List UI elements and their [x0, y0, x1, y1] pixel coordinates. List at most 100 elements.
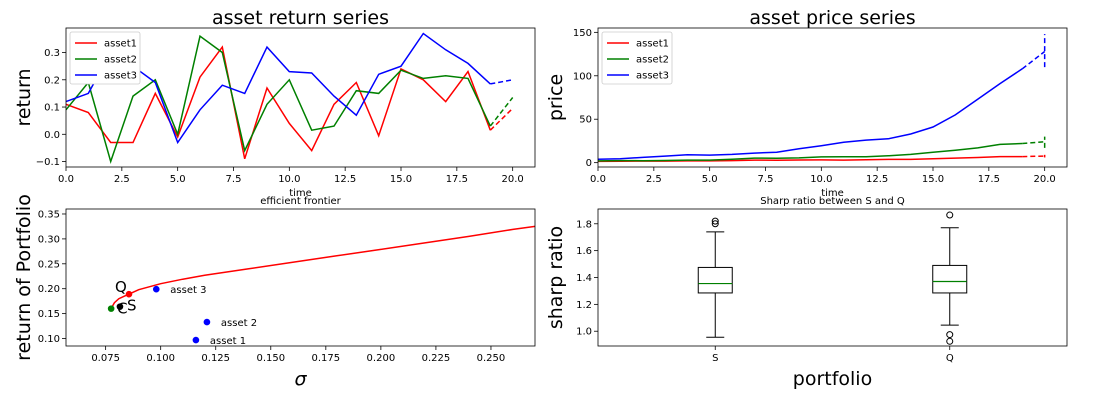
x-tick-label: 0.150 [256, 353, 285, 364]
y-tick-label: 0.20 [38, 284, 60, 295]
x-tick-label: 2.5 [114, 174, 130, 185]
x-tick-label: S [712, 353, 718, 364]
series-line-asset1 [65, 45, 492, 160]
outlier [946, 337, 954, 345]
point-label: S [127, 297, 137, 315]
point-asset-3 [152, 285, 160, 293]
plot-frame [65, 208, 536, 347]
x-tick-label: 0.100 [146, 353, 175, 364]
x-tick-label: 0.075 [91, 353, 120, 364]
x-tick-label: 0.0 [58, 174, 74, 185]
y-tick-label: −0.1 [36, 157, 60, 168]
x-axis-label: σ [294, 368, 307, 390]
legend-label: asset2 [104, 55, 137, 66]
chart-panel-1: asset return series return time −0.1 0.0 0.1 0… [13, 7, 536, 199]
legend-label: asset3 [636, 71, 669, 82]
point-S [116, 303, 124, 310]
y-tick-label: 0.25 [38, 259, 60, 270]
x-tick-label: 2.5 [646, 174, 662, 185]
box-S [697, 266, 733, 294]
x-tick-label: 15.0 [922, 174, 944, 185]
y-tick-label: 0.10 [38, 334, 60, 345]
y-tick-label: 0.0 [44, 130, 60, 141]
y-tick-label: 1.8 [576, 219, 592, 230]
x-axis-label: time [821, 188, 844, 199]
x-tick-label: 17.5 [978, 174, 1000, 185]
legend-box [69, 31, 141, 85]
legend-box [601, 31, 673, 85]
y-tick-label: 1.0 [576, 327, 592, 338]
forecast-line-asset2 [1022, 141, 1045, 145]
x-tick-label: 10.0 [810, 174, 832, 185]
x-tick-label: 12.5 [334, 174, 356, 185]
legend-label: asset3 [104, 71, 137, 82]
y-tick-label: 0.2 [44, 75, 60, 86]
point-label: asset 2 [221, 318, 257, 329]
chart-panel-3: efficient frontier return of Portfolio σ 0.… [13, 194, 536, 390]
y-tick-label: 0.35 [38, 209, 60, 220]
y-tick-label: 100 [573, 71, 592, 82]
outlier [711, 220, 719, 228]
outlier [711, 217, 719, 225]
series-line-asset2 [65, 34, 491, 165]
y-tick-label: 150 [573, 28, 592, 39]
point-label: C [117, 300, 127, 318]
x-axis-label: time [289, 188, 312, 199]
y-axis-label: price [545, 74, 567, 121]
chart-title: efficient frontier [260, 196, 341, 207]
x-tick-label: 0.200 [367, 353, 396, 364]
plot-frame [597, 27, 1068, 168]
x-tick-label: 0.175 [312, 353, 341, 364]
box-Q [932, 264, 968, 294]
x-tick-label: 5.0 [170, 174, 186, 185]
chart-title: Sharp ratio between S and Q [760, 196, 905, 207]
forecast-line-asset3 [1021, 50, 1046, 70]
x-tick-label: 7.5 [758, 174, 774, 185]
forecast-line-asset1 [489, 107, 514, 131]
point-asset-1 [192, 336, 200, 344]
y-tick-label: 0.15 [38, 309, 60, 320]
y-tick-label: 0.3 [44, 48, 60, 59]
legend-label: asset1 [636, 39, 669, 50]
plot-frame [65, 27, 536, 168]
legend-label: asset1 [104, 39, 137, 50]
y-tick-label: 50 [579, 115, 592, 126]
x-tick-label: 10.0 [278, 174, 300, 185]
point-label: asset 3 [170, 285, 206, 296]
x-tick-label: 0.125 [201, 353, 230, 364]
x-tick-label: Q [946, 353, 954, 364]
chart-panel-4: Sharp ratio between S and Q sharp ratio po… [545, 196, 1068, 390]
y-tick-label: 0 [586, 158, 592, 169]
plot-frame [597, 208, 1068, 347]
chart-title: asset return series [212, 7, 389, 29]
y-tick-label: 1.6 [576, 246, 592, 257]
x-tick-label: 12.5 [866, 174, 888, 185]
x-tick-label: 15.0 [390, 174, 412, 185]
series-line-asset3 [597, 68, 1023, 160]
legend-label: asset2 [636, 55, 669, 66]
y-axis-label: sharp ratio [545, 226, 567, 329]
x-tick-label: 0.225 [422, 353, 451, 364]
x-tick-label: 20.0 [502, 174, 524, 185]
x-tick-label: 7.5 [226, 174, 242, 185]
x-tick-label: 0.0 [590, 174, 606, 185]
y-tick-label: 1.4 [576, 273, 592, 284]
frontier-line [110, 225, 536, 309]
forecast-line-asset2 [489, 97, 514, 127]
y-axis-label: return [13, 68, 35, 126]
outlier [946, 331, 954, 339]
x-tick-label: 5.0 [702, 174, 718, 185]
x-tick-label: 17.5 [446, 174, 468, 185]
point-asset-2 [203, 318, 211, 326]
y-axis-label: return of Portfolio [13, 194, 35, 361]
y-tick-label: 0.30 [38, 234, 60, 245]
forecast-line-asset1 [1022, 155, 1045, 158]
series-line-asset2 [597, 142, 1023, 162]
y-tick-label: 1.2 [576, 300, 592, 311]
x-axis-label: portfolio [793, 368, 872, 390]
chart-panel-2: asset price series price time 0 50 100 150 0.0 2… [545, 7, 1068, 199]
outlier [946, 211, 954, 219]
x-tick-label: 0.250 [477, 353, 506, 364]
forecast-line-asset3 [490, 79, 513, 85]
